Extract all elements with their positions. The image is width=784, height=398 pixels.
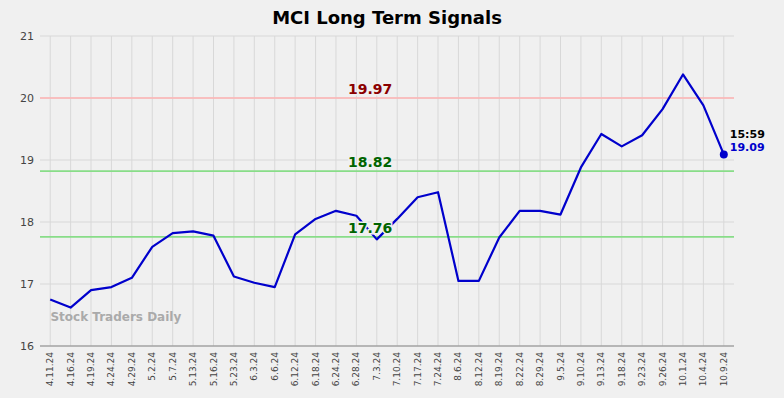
x-grid-line — [91, 36, 92, 346]
x-tick-label: 7.10.24 — [392, 352, 402, 387]
x-tick-label: 10.1.24 — [678, 352, 688, 387]
x-tick-label: 6.28.24 — [351, 352, 361, 387]
x-tick-label: 8.6.24 — [453, 352, 463, 381]
x-grid-line — [499, 36, 500, 346]
y-grid-line — [40, 346, 734, 347]
x-grid-line — [152, 36, 153, 346]
x-grid-line — [438, 36, 439, 346]
y-tick-label: 20 — [20, 92, 34, 105]
x-tick-label: 9.13.24 — [596, 352, 606, 387]
x-tick-label: 5.23.24 — [229, 352, 239, 387]
chart: 16 17 18 19 20 21 4.11.24 4.16.24 4.19.24 4.24.24… — [0, 0, 784, 398]
x-tick-label: 9.26.24 — [658, 352, 668, 387]
x-grid-line — [703, 36, 704, 346]
x-tick-label: 4.24.24 — [106, 352, 116, 387]
reference-line — [40, 236, 734, 238]
reference-label: 17.76 — [348, 220, 392, 236]
x-tick-label: 4.29.24 — [127, 352, 137, 387]
x-grid-line — [478, 36, 479, 346]
x-tick-label: 5.7.24 — [168, 352, 178, 381]
reference-label: 18.82 — [348, 154, 392, 170]
x-grid-line — [254, 36, 255, 346]
x-grid-line — [642, 36, 643, 346]
x-tick-label: 4.19.24 — [86, 352, 96, 387]
x-grid-line — [458, 36, 459, 346]
y-tick-label: 19 — [20, 154, 34, 167]
x-tick-label: 8.29.24 — [535, 352, 545, 387]
reference-line — [40, 170, 734, 172]
x-grid-line — [417, 36, 418, 346]
x-tick-label: 7.3.24 — [372, 352, 382, 381]
x-grid-line — [172, 36, 173, 346]
x-tick-label: 10.9.24 — [719, 352, 729, 387]
x-grid-line — [335, 36, 336, 346]
y-grid-line — [40, 98, 734, 99]
x-grid-line — [193, 36, 194, 346]
value-annotation: 19.09 — [730, 141, 765, 154]
x-tick-label: 5.2.24 — [147, 352, 157, 381]
x-grid-line — [213, 36, 214, 346]
x-grid-line — [621, 36, 622, 346]
x-tick-label: 6.6.24 — [270, 352, 280, 381]
x-tick-label: 6.3.24 — [249, 352, 259, 381]
x-tick-label: 7.17.24 — [413, 352, 423, 387]
reference-line — [40, 97, 734, 99]
x-tick-label: 6.12.24 — [290, 352, 300, 387]
x-grid-line — [723, 36, 724, 346]
x-grid-line — [519, 36, 520, 346]
reference-label: 19.97 — [348, 81, 392, 97]
x-tick-label: 9.18.24 — [617, 352, 627, 387]
x-grid-line — [580, 36, 581, 346]
plot-marks — [40, 74, 734, 307]
x-tick-label: 6.24.24 — [331, 352, 341, 387]
y-tick-label: 21 — [20, 30, 34, 43]
y-grid-line — [40, 36, 734, 37]
x-grid-line — [274, 36, 275, 346]
x-tick-label: 9.23.24 — [637, 352, 647, 387]
x-tick-label: 8.12.24 — [474, 352, 484, 387]
x-tick-label: 8.19.24 — [494, 352, 504, 387]
x-grid-line — [315, 36, 316, 346]
x-tick-label: 4.16.24 — [66, 352, 76, 387]
time-annotation: 15:59 — [730, 128, 765, 141]
x-tick-label: 9.10.24 — [576, 352, 586, 387]
watermark: Stock Traders Daily — [50, 310, 181, 324]
y-grid-line — [40, 284, 734, 285]
y-tick-label: 17 — [20, 278, 34, 291]
x-grid-line — [662, 36, 663, 346]
y-tick-label: 16 — [20, 340, 34, 353]
x-grid-line — [70, 36, 71, 346]
x-grid-line — [295, 36, 296, 346]
x-grid-line — [540, 36, 541, 346]
y-tick-label: 18 — [20, 216, 34, 229]
x-grid-line — [111, 36, 112, 346]
last-point — [720, 150, 728, 158]
price-line — [50, 74, 724, 307]
x-tick-label: 10.4.24 — [698, 352, 708, 387]
grid — [40, 36, 734, 346]
x-grid-line — [601, 36, 602, 346]
x-grid-line — [682, 36, 683, 346]
x-tick-label: 6.18.24 — [311, 352, 321, 387]
title: MCI Long Term Signals — [272, 7, 502, 28]
x-axis-line — [40, 346, 734, 347]
x-grid-line — [397, 36, 398, 346]
x-tick-label: 5.13.24 — [188, 352, 198, 387]
x-tick-label: 7.24.24 — [433, 352, 443, 387]
x-grid-line — [560, 36, 561, 346]
x-tick-label: 8.22.24 — [515, 352, 525, 387]
x-grid-line — [131, 36, 132, 346]
x-tick-label: 5.16.24 — [209, 352, 219, 387]
x-grid-line — [233, 36, 234, 346]
x-tick-label: 4.11.24 — [45, 352, 55, 387]
background — [0, 0, 784, 398]
x-tick-label: 9.5.24 — [556, 352, 566, 381]
